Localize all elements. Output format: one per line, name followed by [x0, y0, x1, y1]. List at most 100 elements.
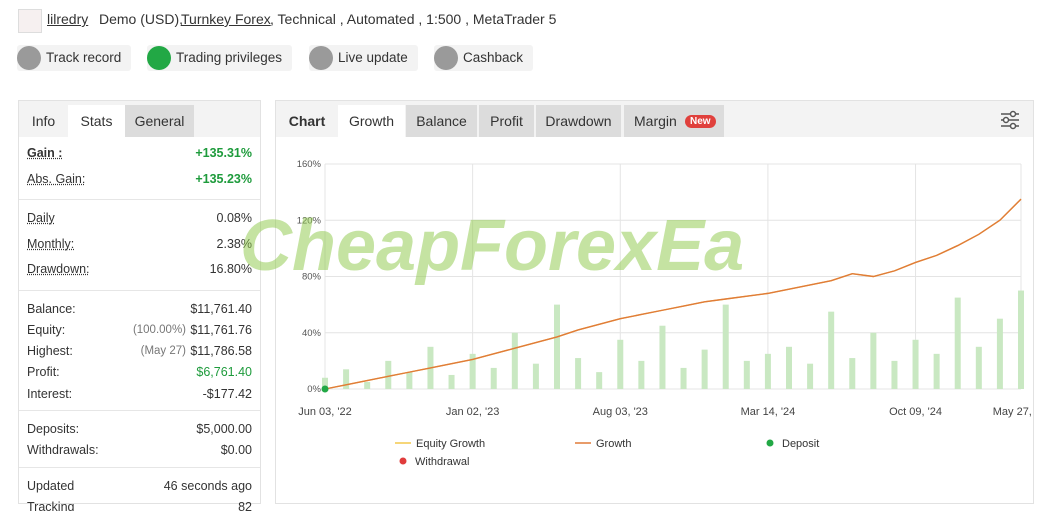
x-tick-label: May 27, '25: [993, 406, 1032, 418]
activity-bar: [975, 346, 982, 389]
stat-label: Gain :: [27, 146, 63, 160]
activity-bar: [870, 332, 877, 389]
chart: 0% 40% 80% 120% 160% Jun 03, '22 Jan 02, '23 Au…: [297, 159, 1032, 468]
warning-icon: [309, 46, 333, 70]
stats-tabs: Info Stats General: [19, 101, 260, 137]
activity-bar: [659, 325, 666, 389]
watermark: CheapForexEa: [240, 206, 745, 286]
chart-panel: Chart Growth Balance Profit Drawdown Margin Ne…: [275, 100, 1034, 504]
activity-bar: [933, 353, 940, 389]
stat-note: (100.00%): [132, 323, 186, 336]
stat-value: 46 seconds ago: [163, 478, 252, 493]
stat-value: 82: [238, 499, 252, 511]
divider: [19, 289, 260, 291]
broker-link[interactable]: Turnkey Forex: [181, 11, 271, 27]
tab[interactable]: General: [125, 105, 194, 137]
activity-bar: [596, 372, 603, 389]
stat-label: Interest:: [27, 386, 73, 401]
stat-value: 16.80%: [209, 262, 252, 276]
tab[interactable]: Stats: [68, 105, 125, 137]
activity-bar: [448, 374, 455, 389]
activity-bar: [1018, 290, 1024, 389]
avatar: [18, 9, 42, 33]
tab[interactable]: Margin: [624, 105, 724, 137]
tab[interactable]: Profit: [479, 105, 534, 137]
y-tick-label: 160%: [297, 159, 322, 170]
stat-label: Drawdown:: [27, 262, 90, 276]
badge-label: Live update: [338, 50, 408, 65]
activity-bar: [343, 369, 350, 389]
series-point: [321, 385, 329, 393]
y-tick-label: 80%: [302, 272, 322, 283]
activity-bar: [385, 360, 392, 389]
stat-label: Profit:: [27, 365, 60, 380]
activity-bar: [532, 363, 539, 389]
stat-label: Daily: [27, 211, 55, 225]
activity-bar: [469, 353, 476, 389]
stat-value: $11,786.58: [190, 344, 252, 359]
legend-label: Equity Growth: [416, 438, 485, 450]
y-tick-label: 0%: [307, 384, 321, 395]
activity-bar: [912, 339, 919, 389]
divider: [19, 199, 260, 200]
warning-icon: [434, 46, 458, 70]
activity-bar: [786, 346, 792, 389]
username-link[interactable]: lilredry: [47, 11, 89, 27]
badge[interactable]: Live update: [309, 45, 418, 71]
stat-value: $6,761.40: [196, 365, 252, 380]
stat-label: Equity:: [27, 322, 66, 337]
stat-value: 2.38%: [216, 236, 252, 251]
activity-bar: [680, 367, 687, 389]
legend-swatch: [766, 439, 774, 447]
legend-label: Deposit: [782, 438, 819, 450]
stat-value: $11,761.76: [190, 322, 252, 337]
series-line: [324, 198, 1022, 390]
badge[interactable]: Track record: [17, 45, 132, 71]
activity-bar: [364, 381, 371, 389]
y-tick-label: 120%: [297, 215, 322, 226]
activity-bar: [891, 360, 898, 389]
activity-bar: [511, 332, 518, 389]
stat-value: $5,000.00: [196, 422, 252, 436]
legend-label: Growth: [596, 438, 631, 450]
x-tick-label: Oct 09, '24: [889, 406, 942, 418]
activity-bar: [406, 372, 413, 389]
stat-value: 0.08%: [216, 211, 252, 225]
chart-tabs: Chart Growth Balance Profit Drawdown Margin Ne…: [276, 101, 1033, 137]
account-type: Demo (USD),: [99, 11, 184, 27]
divider: [19, 410, 260, 411]
x-tick-label: Jun 03, '22: [298, 406, 351, 418]
divider: [19, 466, 260, 468]
y-tick-label: 40%: [302, 328, 322, 339]
tab[interactable]: Balance: [406, 105, 477, 137]
stat-value: $0.00: [220, 443, 252, 458]
legend-swatch: [399, 457, 407, 465]
activity-bar: [322, 377, 328, 389]
stat-value: $11,761.40: [190, 301, 252, 316]
stats-panel: Info Stats General Gain : +135.31% Abs. Gain…: [18, 100, 261, 511]
badge[interactable]: Trading privileges: [147, 45, 293, 71]
activity-bar: [954, 297, 961, 389]
stat-value: +135.23%: [195, 171, 252, 186]
x-tick-label: Aug 03, '23: [593, 406, 648, 418]
stat-label: Updated: [27, 478, 75, 493]
tab: Chart: [288, 113, 326, 129]
stat-label: Monthly:: [27, 236, 75, 251]
stat-label: Balance:: [27, 301, 76, 316]
stat-label: Highest:: [27, 344, 73, 359]
badge-label: Cashback: [463, 50, 524, 65]
activity-bar: [764, 353, 771, 389]
tab[interactable]: Info: [31, 113, 56, 129]
settings-icon[interactable]: [999, 109, 1021, 131]
tab[interactable]: Growth: [338, 105, 405, 137]
stat-value: +135.31%: [195, 146, 252, 160]
stat-label: Deposits:: [27, 422, 80, 436]
new-badge: New: [685, 115, 716, 128]
activity-bar: [638, 360, 645, 389]
warning-icon: [17, 46, 41, 70]
badge[interactable]: Cashback: [434, 45, 534, 71]
activity-bar: [743, 360, 750, 389]
account-details: , Technical , Automated , 1:500 , MetaTr…: [270, 11, 557, 27]
tab[interactable]: Drawdown: [536, 105, 621, 137]
